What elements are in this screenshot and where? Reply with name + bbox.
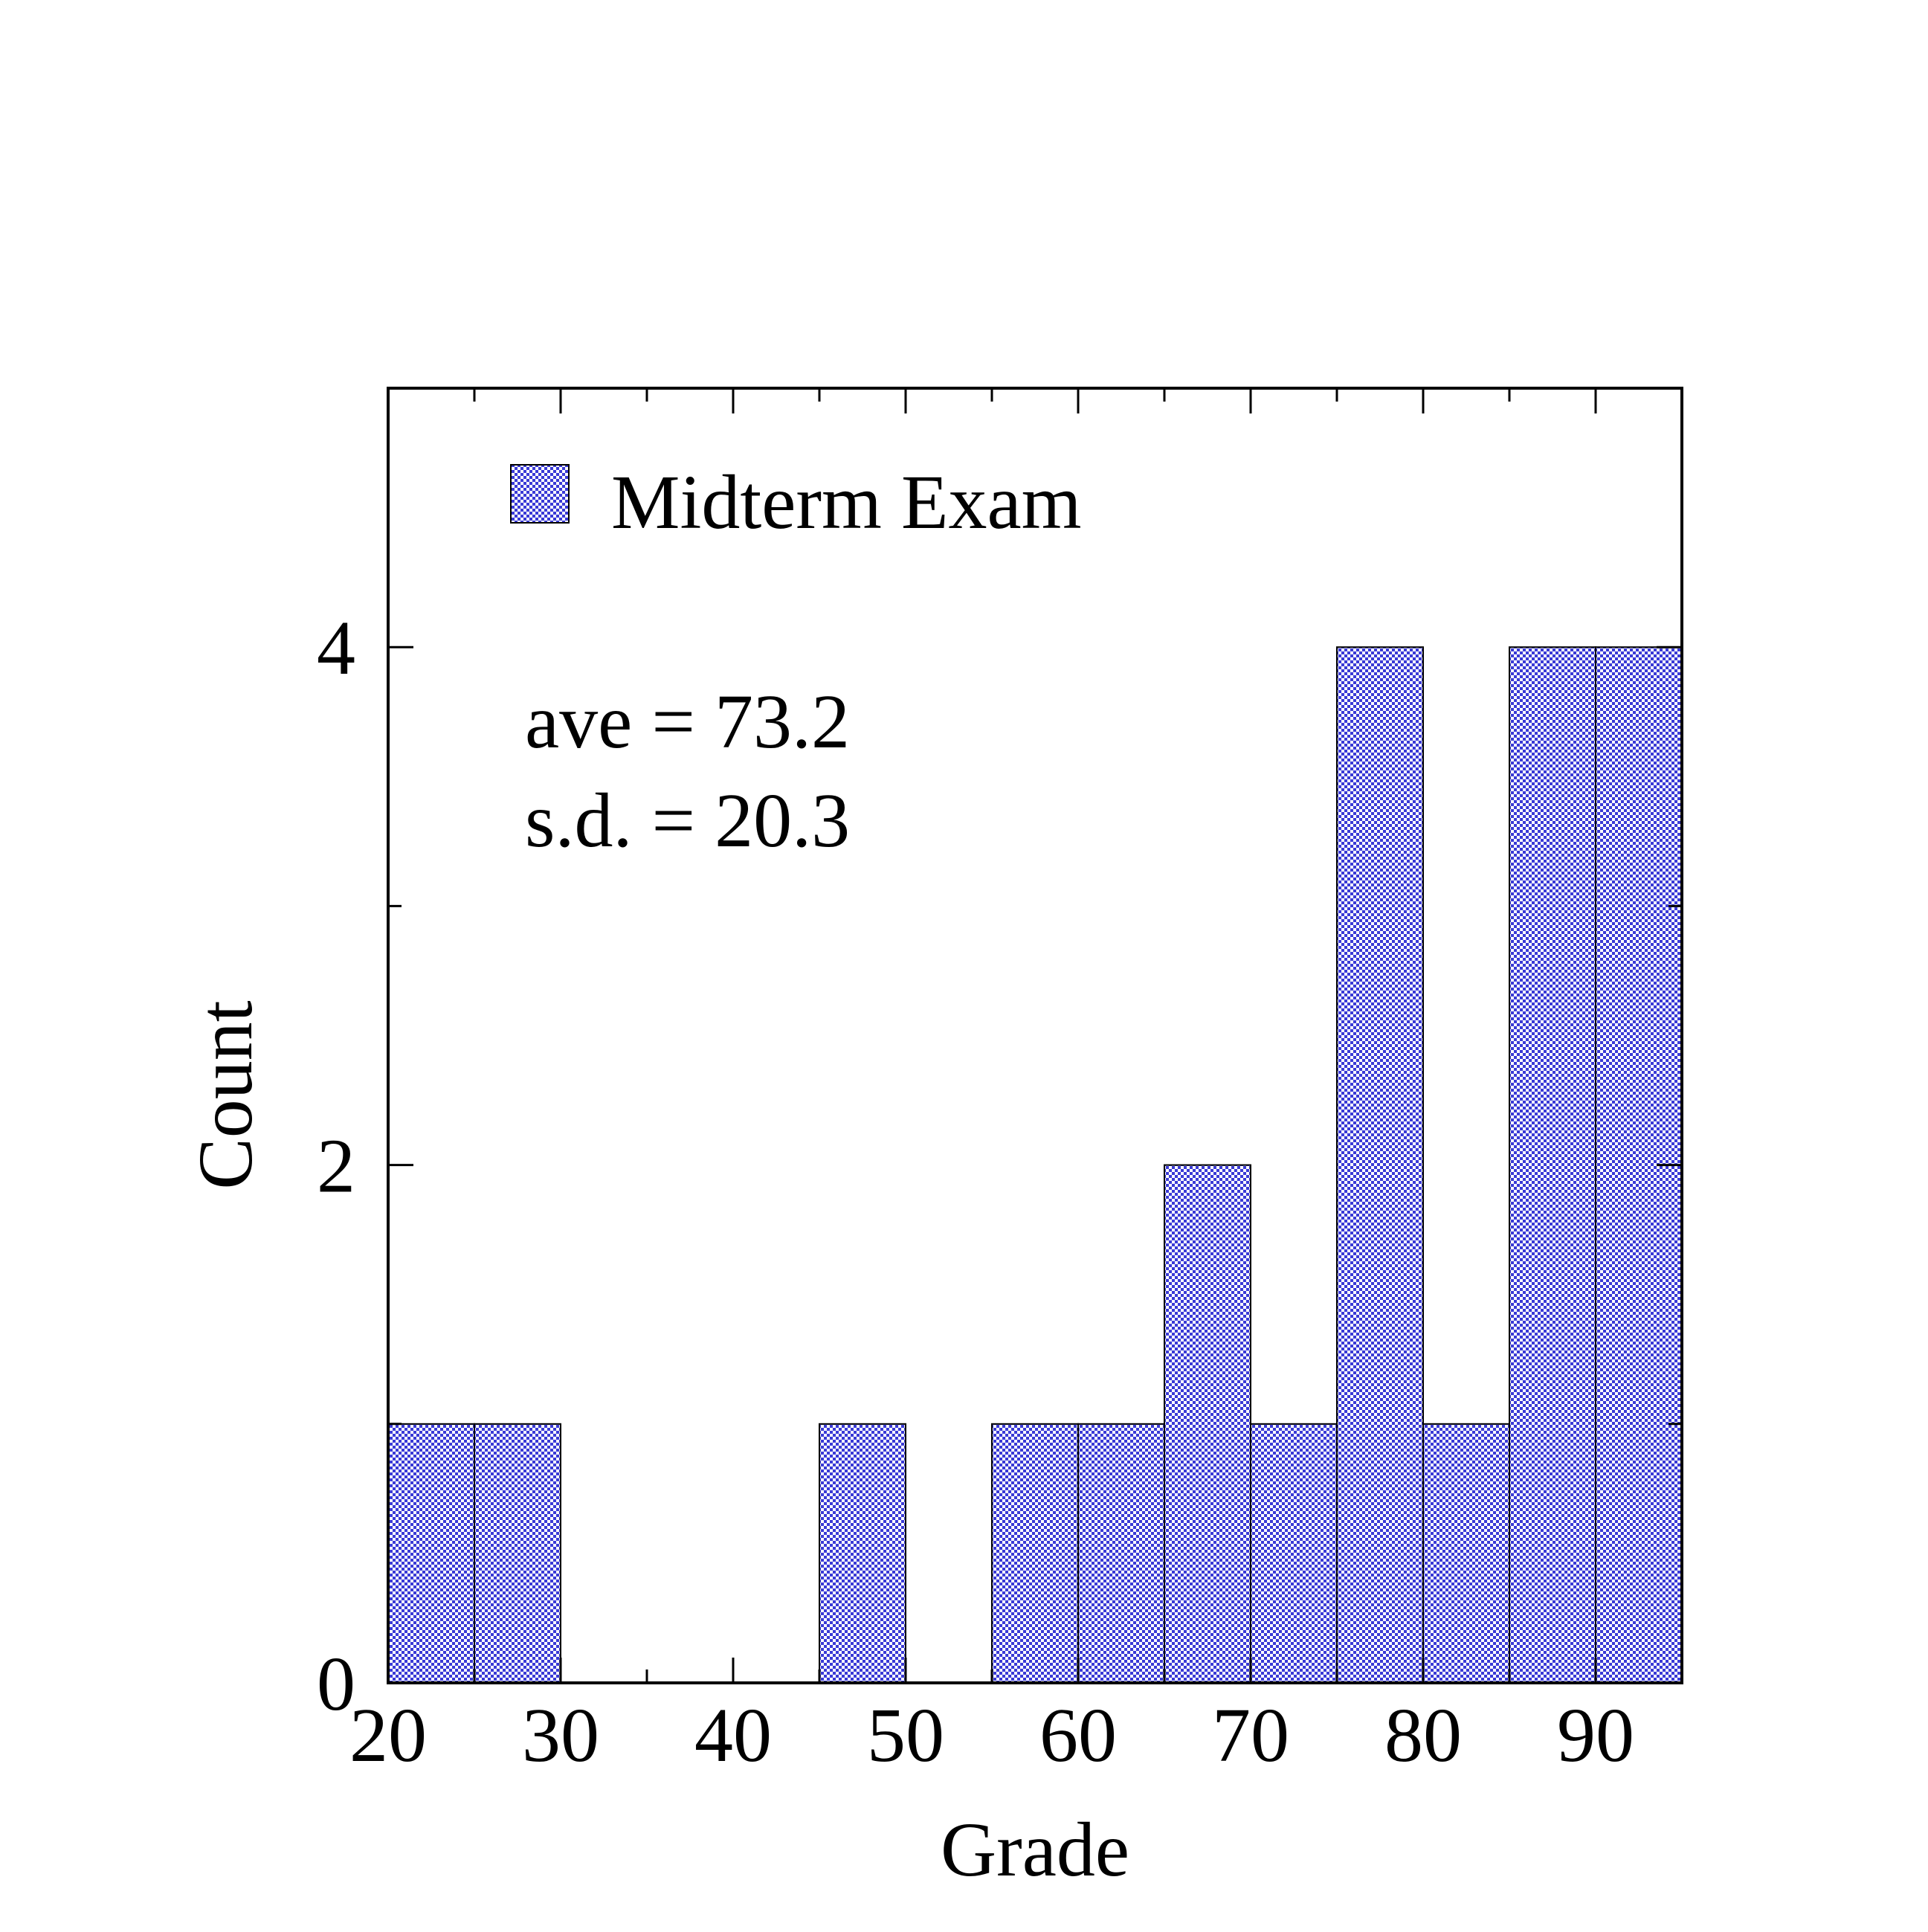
x-tick-label: 60	[1039, 1693, 1117, 1778]
y-tick-label: 2	[317, 1124, 355, 1209]
ticks-layer	[387, 387, 1683, 1684]
x-tick-label: 90	[1557, 1693, 1634, 1778]
histogram-bar	[819, 1423, 906, 1684]
histogram-bar	[1077, 1423, 1165, 1684]
x-tick-label: 20	[349, 1693, 427, 1778]
x-tick-label: 30	[522, 1693, 599, 1778]
histogram-bar	[1164, 1164, 1251, 1684]
tick-labels-layer: 20 30 40 50 60 70 80 90 0 2 4	[317, 605, 1634, 1778]
x-tick-label: 40	[694, 1693, 772, 1778]
y-tick-label: 4	[317, 605, 355, 691]
y-tick-label: 0	[317, 1641, 355, 1727]
plot-frame	[387, 387, 1683, 1684]
legend-label: Midterm Exam	[611, 460, 1082, 545]
x-axis-title: Grade	[941, 1807, 1129, 1893]
histogram-bar	[1509, 646, 1596, 1684]
histogram-bar	[387, 1423, 475, 1684]
bars-layer	[387, 646, 1683, 1684]
histogram-bar	[1422, 1423, 1510, 1684]
histogram-bar	[991, 1423, 1079, 1684]
histogram-bar	[474, 1423, 561, 1684]
annotation-average: ave = 73.2	[525, 679, 850, 764]
histogram-bar	[1336, 646, 1424, 1684]
legend-swatch	[510, 464, 570, 524]
y-axis-title: Count	[183, 1000, 268, 1189]
x-tick-label: 70	[1212, 1693, 1289, 1778]
x-tick-label: 50	[867, 1693, 944, 1778]
histogram-bar	[1250, 1423, 1338, 1684]
x-tick-label: 80	[1384, 1693, 1462, 1778]
annotation-std-dev: s.d. = 20.3	[525, 778, 850, 863]
